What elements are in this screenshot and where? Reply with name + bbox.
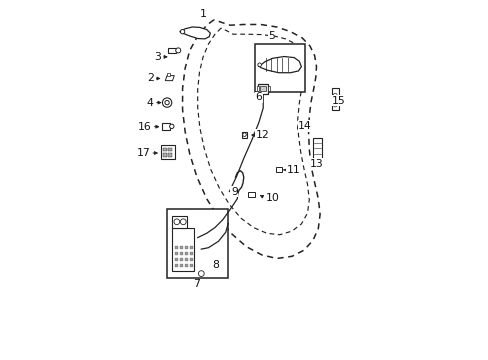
Text: 10: 10: [265, 193, 279, 203]
Polygon shape: [163, 148, 166, 151]
Polygon shape: [163, 153, 166, 157]
Polygon shape: [179, 264, 183, 267]
Polygon shape: [189, 246, 193, 249]
Text: 5: 5: [267, 31, 274, 41]
Circle shape: [333, 98, 336, 102]
Polygon shape: [174, 252, 178, 255]
Text: 9: 9: [230, 186, 237, 197]
Circle shape: [333, 103, 336, 107]
Polygon shape: [331, 88, 338, 110]
Polygon shape: [268, 86, 270, 91]
Text: 2: 2: [146, 73, 153, 84]
Circle shape: [297, 125, 303, 131]
Polygon shape: [179, 27, 210, 39]
Polygon shape: [260, 86, 265, 91]
Text: 12: 12: [256, 130, 269, 140]
Polygon shape: [184, 264, 187, 267]
Text: 4: 4: [146, 98, 153, 108]
Polygon shape: [174, 264, 178, 267]
Polygon shape: [256, 86, 258, 91]
Polygon shape: [258, 84, 268, 94]
Circle shape: [333, 93, 336, 97]
Polygon shape: [174, 246, 178, 249]
Circle shape: [174, 219, 179, 225]
Polygon shape: [189, 258, 193, 261]
Circle shape: [180, 30, 184, 34]
Polygon shape: [165, 76, 174, 81]
Polygon shape: [171, 216, 186, 228]
Polygon shape: [168, 148, 171, 151]
Circle shape: [198, 271, 204, 276]
Polygon shape: [189, 252, 193, 255]
Text: 7: 7: [193, 279, 200, 289]
Text: 6: 6: [255, 92, 262, 102]
Polygon shape: [297, 127, 308, 129]
Polygon shape: [179, 258, 183, 261]
Text: 1: 1: [199, 9, 206, 19]
Polygon shape: [179, 252, 183, 255]
Circle shape: [242, 133, 246, 136]
Polygon shape: [184, 258, 187, 261]
Polygon shape: [241, 132, 247, 138]
Circle shape: [302, 125, 308, 131]
Polygon shape: [161, 145, 175, 159]
Polygon shape: [174, 258, 178, 261]
Text: 3: 3: [154, 52, 161, 62]
Text: 15: 15: [331, 96, 345, 106]
Circle shape: [257, 63, 261, 67]
Polygon shape: [247, 192, 255, 197]
Polygon shape: [171, 228, 194, 271]
Polygon shape: [162, 123, 169, 130]
Text: 8: 8: [212, 260, 219, 270]
Polygon shape: [167, 73, 170, 76]
Circle shape: [180, 219, 186, 225]
Polygon shape: [258, 57, 301, 73]
Polygon shape: [312, 138, 322, 165]
Text: 17: 17: [136, 148, 150, 158]
Bar: [167, 209, 228, 278]
Text: 16: 16: [138, 122, 151, 132]
Polygon shape: [168, 153, 171, 157]
Text: 11: 11: [286, 165, 300, 175]
Circle shape: [169, 124, 174, 129]
Polygon shape: [179, 246, 183, 249]
Polygon shape: [189, 264, 193, 267]
Bar: [255, 44, 305, 92]
Polygon shape: [184, 252, 187, 255]
Circle shape: [162, 98, 171, 107]
Polygon shape: [184, 246, 187, 249]
Polygon shape: [168, 48, 176, 53]
Circle shape: [175, 48, 181, 53]
Circle shape: [164, 100, 169, 105]
Text: 13: 13: [309, 159, 323, 169]
Text: 14: 14: [298, 121, 311, 131]
Polygon shape: [276, 167, 282, 172]
